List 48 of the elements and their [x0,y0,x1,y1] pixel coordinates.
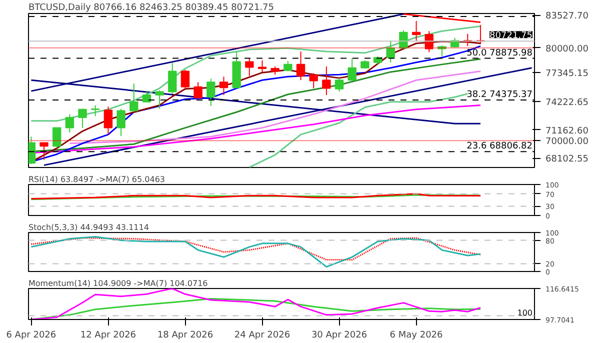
candlestick [130,83,138,113]
candlestick [65,114,74,134]
ref-line-label: 50.0 78875.98 [466,48,533,58]
candlestick [219,76,228,96]
candlestick [168,62,177,94]
y-tick-label: 74222.65 [546,98,588,108]
candlestick [334,78,344,92]
chart-title: Stoch(5,3,3) 44.9493 43.1114 [28,223,149,232]
candlestick [52,127,62,149]
chart-title: Momentum(14) 104.9009 ->MA(7) 104.0716 [28,279,208,288]
candlestick [104,106,113,136]
candlestick [91,104,100,117]
candlestick [194,82,202,99]
candlestick [155,90,164,110]
ref-line-label: 23.6 68806.82 [466,142,532,152]
candlestick [296,51,306,81]
candlestick [28,136,36,164]
x-tick-label: 12 Apr 2026 [80,330,136,340]
x-tick-label: 6 Apr 2026 [6,330,56,340]
candlestick [78,108,87,128]
candlestick [116,108,126,136]
candlestick [412,20,421,42]
chart-title: BTCUSD,Daily 80766.16 82463.25 80389.45 80721.75 [28,3,274,13]
x-tick-label: 6 May 2026 [390,330,444,340]
candlestick [206,78,216,106]
line-series [30,236,482,268]
y-tick-label: 71162.60 [546,126,589,136]
candlestick [309,72,318,89]
x-tick-label: 30 Apr 2026 [311,330,368,340]
ref-line-label: 38.2 74375.37 [466,90,532,100]
line-series [30,288,482,320]
candlestick [386,40,395,63]
candlestick [180,69,190,89]
ref-line-label: 70000.00 [546,137,589,148]
x-tick-label: 18 Apr 2026 [157,330,214,340]
candlestick [245,58,254,77]
y-tick-label: 68102.55 [546,154,588,165]
candlestick [348,58,356,82]
chart-title: RSI(14) 63.8497 ->MA(7) 65.0463 [28,175,166,184]
ref-line-label: 80000.00 [546,44,589,54]
y-tick-label: 77345.15 [546,68,588,79]
candlestick [322,66,331,96]
line-series [248,92,468,168]
candlestick [258,60,267,72]
x-tick-label: 24 Apr 2026 [234,330,290,340]
ref-line-label: 100 [517,308,533,318]
y-tick-label: 83527.70 [546,12,589,22]
line-series [30,237,482,261]
